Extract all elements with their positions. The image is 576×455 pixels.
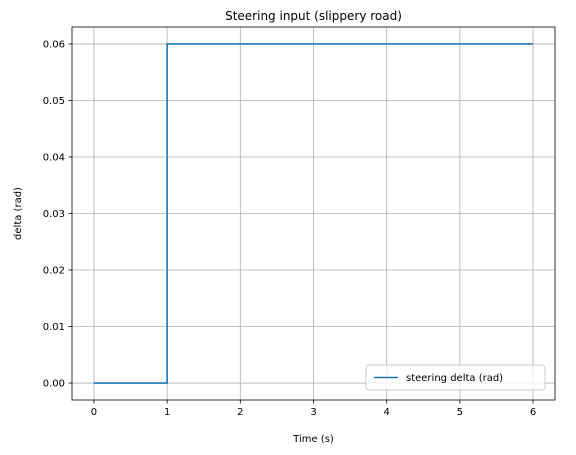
y-tick-label: 0.04 <box>43 152 65 163</box>
y-tick-label: 0.00 <box>43 379 65 390</box>
grid <box>72 27 555 400</box>
x-tick-label: 5 <box>457 407 463 418</box>
series <box>93 43 534 384</box>
plot-frame <box>71 26 556 401</box>
legend-box <box>365 364 546 391</box>
y-tick-label: 0.06 <box>43 39 65 50</box>
y-axis-label: delta (rad) <box>13 187 24 240</box>
y-tick-label: 0.03 <box>43 209 65 220</box>
x-tick-label: 2 <box>237 407 243 418</box>
x-tick-label: 4 <box>383 407 389 418</box>
y-tick-label: 0.01 <box>43 322 65 333</box>
y-tick-label: 0.05 <box>43 96 65 107</box>
x-tick-label: 1 <box>164 407 170 418</box>
ticks: 0 1 2 3 4 5 6 0.00 0.01 0.02 0.03 0.04 0.05 0.06 <box>43 39 536 418</box>
chart-title: Steering input (slippery road) <box>225 9 402 23</box>
x-tick-label: 0 <box>91 407 97 418</box>
y-tick-label: 0.02 <box>43 266 65 277</box>
series-line <box>93 43 534 384</box>
x-tick-label: 6 <box>530 407 536 418</box>
x-axis-label: Time (s) <box>292 434 334 445</box>
x-tick-label: 3 <box>310 407 316 418</box>
legend-label: steering delta (rad) <box>406 373 503 384</box>
legend: steering delta (rad) <box>365 364 546 391</box>
